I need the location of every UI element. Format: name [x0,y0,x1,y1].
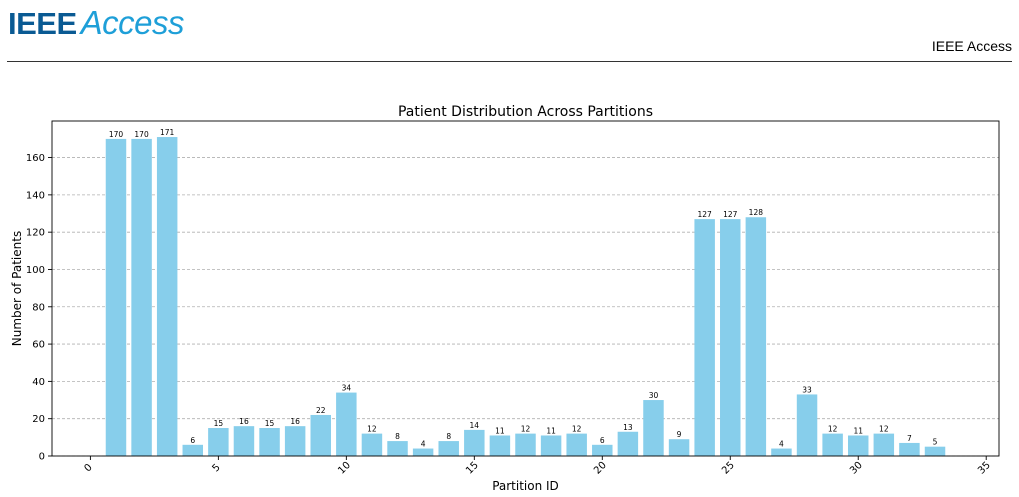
y-tick-label: 100 [26,265,45,276]
x-axis-label: Partition ID [492,479,559,493]
bar-value-label: 22 [316,406,326,415]
bar-value-label: 30 [649,391,659,400]
bar [259,428,280,456]
bar-value-label: 7 [907,434,912,443]
bar [515,433,536,456]
bar-value-label: 11 [495,426,505,435]
bars [105,137,946,456]
bar [464,429,485,456]
y-tick-label: 160 [26,153,45,164]
bar [131,138,152,456]
bar [694,219,715,456]
y-tick-label: 60 [32,340,45,351]
x-tick-label: 25 [720,460,737,477]
bar-value-label: 8 [395,432,400,441]
bar-value-label: 14 [470,421,480,430]
bar [284,426,306,456]
bar-value-label: 9 [677,430,682,439]
logo-access-text: Access [80,4,185,41]
x-tick-label: 20 [592,460,609,477]
bar [592,444,613,456]
bar [899,442,920,456]
bar-value-label: 4 [779,440,784,449]
bar [617,431,639,456]
bar-value-label: 13 [623,423,633,432]
bar [412,448,434,456]
y-tick-label: 140 [26,190,45,201]
bar-value-label: 15 [265,419,275,428]
bar [668,439,690,456]
bar [182,444,204,456]
bar [771,448,792,456]
bar [438,441,459,456]
x-tick-label: 15 [464,460,481,477]
bar-value-label: 12 [572,425,582,434]
bar [847,435,869,456]
bar [566,433,587,456]
bar [745,217,767,456]
bar-value-label: 12 [367,425,377,434]
bar-value-label: 33 [802,385,812,394]
bar [310,414,331,456]
bar-value-label: 11 [853,426,863,435]
bar-value-label: 34 [342,384,352,393]
x-tick-label: 10 [336,460,353,477]
bar [873,433,895,456]
bar [924,446,946,456]
bar [643,400,664,456]
bar [796,394,818,456]
bar-value-label: 16 [239,417,249,426]
journal-name: IEEE Access [931,38,1012,54]
bar [336,392,357,456]
bar-value-label: 127 [723,210,738,219]
y-tick-label: 120 [26,228,45,239]
bar-value-label: 170 [109,130,124,139]
bar-value-label: 11 [546,426,556,435]
bar [822,433,843,456]
bar-value-label: 170 [134,130,149,139]
y-tick-label: 0 [39,452,45,463]
plot-frame [51,120,1000,457]
bar-value-label: 12 [828,425,838,434]
bar-value-label: 4 [421,440,426,449]
bar-value-label: 128 [749,208,764,217]
bar [156,137,178,456]
bar [233,426,255,456]
x-tick-label: 0 [82,462,94,474]
bar-value-label: 16 [290,417,300,426]
y-axis-label: Number of Patients [10,231,24,346]
bar-value-label: 15 [214,419,224,428]
bar [208,428,229,456]
x-tick-label: 5 [210,462,222,474]
ieee-access-logo: IEEE Access [8,4,185,41]
bar-value-label: 8 [446,432,451,441]
bar [105,138,127,456]
bar-value-label: 12 [879,425,889,434]
y-tick-label: 40 [32,377,45,388]
y-tick-label: 80 [32,302,45,313]
bar-value-label: 6 [190,436,195,445]
y-tick-label: 20 [32,414,45,425]
chart-title: Patient Distribution Across Partitions [398,104,653,120]
bar [387,441,408,456]
bar [540,435,562,456]
x-tick-label: 35 [976,460,993,477]
bar [361,433,383,456]
grid-lines [52,157,999,457]
bar [489,435,511,456]
bar-value-label: 127 [697,210,712,219]
bar-value-label: 171 [160,128,175,137]
bar-value-label: 5 [933,438,938,447]
logo-ieee-text: IEEE [8,6,77,41]
header-divider [7,61,1012,62]
bar [720,219,741,456]
bar-value-label: 12 [521,425,531,434]
x-tick-label: 30 [848,460,865,477]
bar-value-label: 6 [600,436,605,445]
